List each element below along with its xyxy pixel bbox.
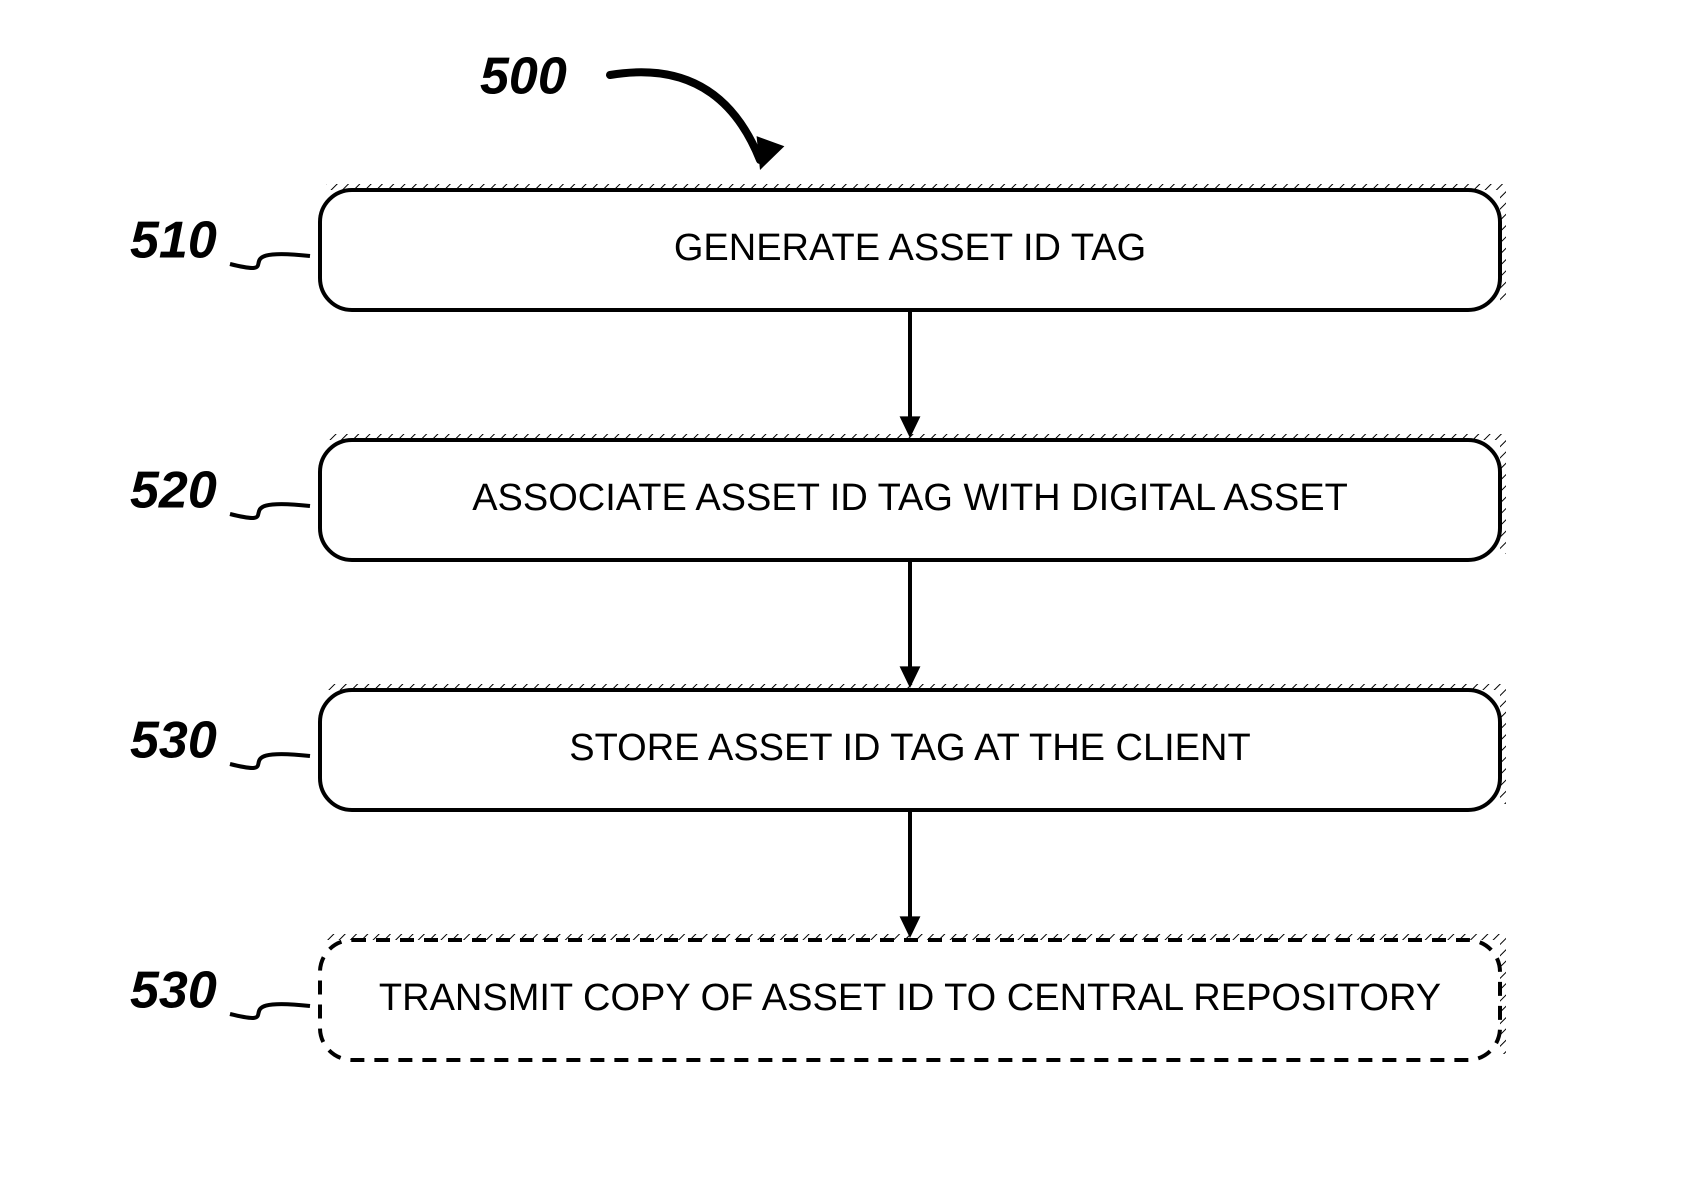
node-label: ASSOCIATE ASSET ID TAG WITH DIGITAL ASSE… <box>472 477 1348 519</box>
figure-title: 500 <box>480 48 784 170</box>
flow-arrow-0 <box>900 310 921 438</box>
node-label: TRANSMIT COPY OF ASSET ID TO CENTRAL REP… <box>379 977 1441 1019</box>
flowchart: GENERATE ASSET ID TAG 510 ASSOCIATE ASSET … <box>0 0 1704 1181</box>
node-ref-label: 520 <box>130 462 217 520</box>
node-ref-label: 530 <box>130 712 217 770</box>
flowchart-node-2: STORE ASSET ID TAG AT THE CLIENT 530 <box>130 684 1506 810</box>
flowchart-node-3: TRANSMIT COPY OF ASSET ID TO CENTRAL REP… <box>130 934 1506 1060</box>
ref-connector <box>230 1004 310 1018</box>
node-label: STORE ASSET ID TAG AT THE CLIENT <box>569 727 1250 769</box>
node-ref-label: 510 <box>130 212 217 270</box>
node-ref-label: 530 <box>130 962 217 1020</box>
ref-connector <box>230 754 310 768</box>
node-label: GENERATE ASSET ID TAG <box>674 227 1146 269</box>
flowchart-node-0: GENERATE ASSET ID TAG 510 <box>130 184 1506 310</box>
flow-arrow-2 <box>900 810 921 938</box>
title-arrow-head-icon <box>757 136 785 170</box>
ref-connector <box>230 254 310 268</box>
flow-arrow-1 <box>900 560 921 688</box>
title-arrow-shaft <box>610 72 760 160</box>
figure-title-label: 500 <box>480 48 567 106</box>
flowchart-node-1: ASSOCIATE ASSET ID TAG WITH DIGITAL ASSE… <box>130 434 1506 560</box>
ref-connector <box>230 504 310 518</box>
